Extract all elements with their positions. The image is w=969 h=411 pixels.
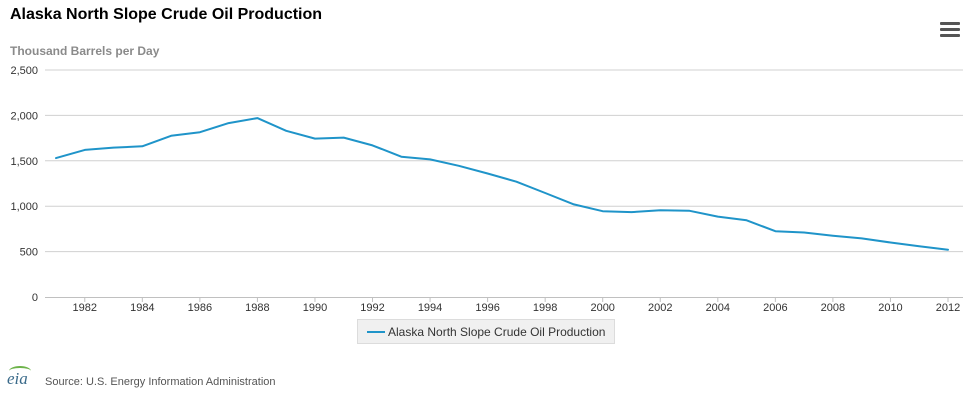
x-tick-label: 2012 xyxy=(936,302,960,314)
x-tick-label: 2004 xyxy=(706,302,730,314)
x-tick-label: 2010 xyxy=(878,302,902,314)
y-tick-label: 1,000 xyxy=(10,201,38,213)
legend-label: Alaska North Slope Crude Oil Production xyxy=(388,325,606,339)
x-tick-label: 1994 xyxy=(418,302,442,314)
y-tick-label: 2,500 xyxy=(10,65,38,77)
x-tick-label: 2000 xyxy=(590,302,614,314)
menu-icon[interactable] xyxy=(940,22,960,38)
y-tick-label: 1,500 xyxy=(10,156,38,168)
x-tick-label: 1986 xyxy=(188,302,212,314)
x-tick-label: 1996 xyxy=(475,302,499,314)
x-tick-label: 1992 xyxy=(360,302,384,314)
legend-item[interactable]: Alaska North Slope Crude Oil Production xyxy=(357,319,615,344)
x-tick-label: 2006 xyxy=(763,302,787,314)
series-line xyxy=(55,117,949,251)
y-tick-label: 500 xyxy=(20,247,38,259)
y-tick-label: 0 xyxy=(32,292,38,304)
x-tick-label: 1990 xyxy=(303,302,327,314)
y-axis-unit-label: Thousand Barrels per Day xyxy=(10,44,160,58)
x-tick-label: 1984 xyxy=(130,302,154,314)
y-tick-label: 2,000 xyxy=(10,110,38,122)
x-tick-label: 1982 xyxy=(73,302,97,314)
chart-title: Alaska North Slope Crude Oil Production xyxy=(10,6,323,23)
eia-logo: eia xyxy=(7,366,31,389)
x-tick-label: 2002 xyxy=(648,302,672,314)
legend-swatch xyxy=(367,331,385,333)
x-tick-label: 1998 xyxy=(533,302,557,314)
source-note: Source: U.S. Energy Information Administ… xyxy=(45,376,276,388)
x-tick-label: 1988 xyxy=(245,302,269,314)
x-tick-label: 2008 xyxy=(821,302,845,314)
